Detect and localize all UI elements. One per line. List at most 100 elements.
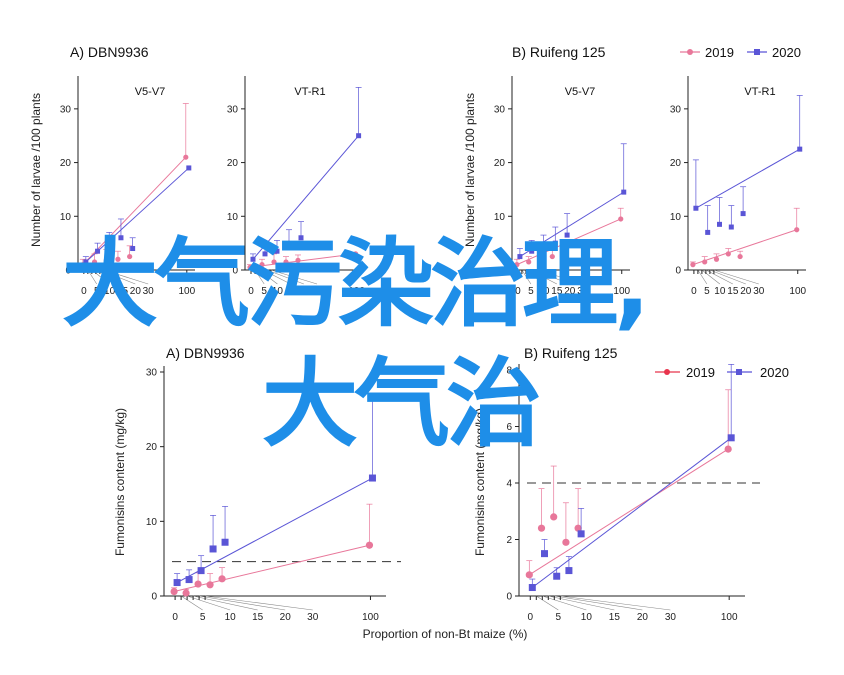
x-tick-label: 20 bbox=[280, 612, 292, 623]
x-tick-label: 15 bbox=[285, 286, 297, 297]
point-2020 bbox=[541, 550, 549, 558]
point-2020 bbox=[529, 248, 535, 254]
x-tick-label: 100 bbox=[362, 612, 379, 623]
point-2020 bbox=[727, 434, 735, 442]
point-2020 bbox=[740, 211, 746, 217]
x-tick-label: 100 bbox=[178, 286, 195, 297]
point-2020 bbox=[185, 576, 193, 584]
x-tick-leader bbox=[536, 595, 559, 611]
x-tick-label: 30 bbox=[307, 612, 319, 623]
y-tick-label: 4 bbox=[506, 479, 512, 490]
point-2020 bbox=[286, 243, 292, 249]
point-2019 bbox=[194, 580, 202, 588]
x-tick-label: 5 bbox=[261, 286, 267, 297]
y-tick-label: 10 bbox=[60, 212, 72, 223]
point-2020 bbox=[356, 133, 362, 139]
point-2020 bbox=[130, 246, 136, 252]
x-tick-label: 20 bbox=[298, 286, 310, 297]
y-tick-label: 30 bbox=[494, 104, 506, 115]
point-2019 bbox=[618, 216, 624, 222]
series-line-2019 bbox=[516, 218, 621, 266]
point-2020 bbox=[221, 538, 229, 546]
x-tick-leader bbox=[254, 269, 265, 285]
point-2019 bbox=[514, 262, 520, 268]
x-tick-label: 0 bbox=[81, 286, 87, 297]
x-tick-label: 5 bbox=[556, 612, 562, 623]
y-tick-label: 20 bbox=[670, 158, 682, 169]
x-tick-label: 30 bbox=[753, 286, 765, 297]
point-2019 bbox=[724, 445, 732, 453]
point-2019 bbox=[562, 538, 570, 546]
point-2019 bbox=[115, 256, 121, 262]
y-tick-label: 0 bbox=[232, 266, 238, 277]
point-2020 bbox=[541, 246, 546, 252]
series-line-2020 bbox=[176, 477, 373, 584]
y-tick-label: 2 bbox=[506, 535, 512, 546]
x-tick-label: 10 bbox=[714, 286, 726, 297]
y-tick-label: 30 bbox=[146, 368, 158, 379]
y-tick-label: 20 bbox=[494, 158, 506, 169]
legend-bottom-2019-label: 2019 bbox=[686, 365, 715, 380]
series-line-2020 bbox=[519, 191, 625, 257]
x-tick-leader bbox=[193, 595, 258, 611]
point-2019 bbox=[283, 259, 289, 265]
x-tick-leader bbox=[548, 595, 615, 611]
point-2019 bbox=[690, 262, 696, 268]
point-2020 bbox=[368, 474, 376, 482]
point-2020 bbox=[186, 165, 192, 171]
subplot-title: V5-V7 bbox=[135, 86, 166, 98]
point-2019 bbox=[365, 541, 374, 549]
x-tick-leader bbox=[560, 595, 671, 611]
x-tick-label: 0 bbox=[515, 286, 521, 297]
x-tick-leader bbox=[205, 595, 313, 611]
point-2019 bbox=[713, 256, 720, 262]
point-2020 bbox=[298, 235, 304, 241]
x-tick-label: 5 bbox=[94, 286, 100, 297]
x-tick-leader bbox=[87, 269, 97, 285]
point-2019 bbox=[537, 524, 546, 532]
point-2019 bbox=[183, 154, 189, 160]
y-tick-label: 0 bbox=[151, 592, 157, 603]
y-tick-label: 10 bbox=[227, 212, 239, 223]
point-2020 bbox=[577, 530, 585, 538]
legend-bottom: 2019 2020 bbox=[655, 365, 789, 380]
series-line-2020 bbox=[531, 437, 732, 588]
x-tick-leader bbox=[199, 595, 286, 611]
x-tick-leader bbox=[533, 269, 570, 285]
y-tick-label: 10 bbox=[670, 212, 682, 223]
x-tick-label: 15 bbox=[727, 286, 739, 297]
x-tick-leader bbox=[99, 269, 136, 285]
ylabel-fumonisins-a: Fumonisins content (mg/kg) bbox=[113, 408, 127, 556]
overlay-headline-line1: 大气污染治理, bbox=[62, 228, 650, 340]
x-tick-leader bbox=[91, 269, 110, 285]
y-tick-label: 30 bbox=[670, 104, 682, 115]
series-line-2020 bbox=[695, 148, 800, 209]
xlabel-proportion: Proportion of non-Bt maize (%) bbox=[363, 627, 528, 641]
x-tick-label: 5 bbox=[200, 612, 206, 623]
point-2019 bbox=[127, 253, 133, 260]
series-line-2019 bbox=[249, 253, 356, 268]
point-2020 bbox=[553, 572, 561, 580]
x-tick-leader bbox=[537, 269, 583, 285]
point-2020 bbox=[621, 189, 627, 195]
y-tick-label: 0 bbox=[506, 592, 512, 603]
panel-a-title-top: A) DBN9936 bbox=[70, 44, 149, 60]
point-2019 bbox=[574, 524, 582, 532]
point-2020 bbox=[118, 235, 124, 241]
legend-bottom-2020-label: 2020 bbox=[760, 365, 789, 380]
x-tick-label: 30 bbox=[311, 286, 323, 297]
y-tick-label: 0 bbox=[499, 266, 505, 277]
x-tick-label: 20 bbox=[637, 612, 649, 623]
x-tick-leader bbox=[266, 269, 304, 285]
legend-bottom-2019-marker bbox=[664, 369, 670, 375]
x-tick-leader bbox=[713, 269, 759, 285]
point-2020 bbox=[693, 205, 699, 211]
x-tick-leader bbox=[554, 595, 643, 611]
x-tick-label: 5 bbox=[704, 286, 710, 297]
panel-b-title-bottom: B) Ruifeng 125 bbox=[524, 345, 618, 361]
point-2019 bbox=[702, 259, 708, 265]
